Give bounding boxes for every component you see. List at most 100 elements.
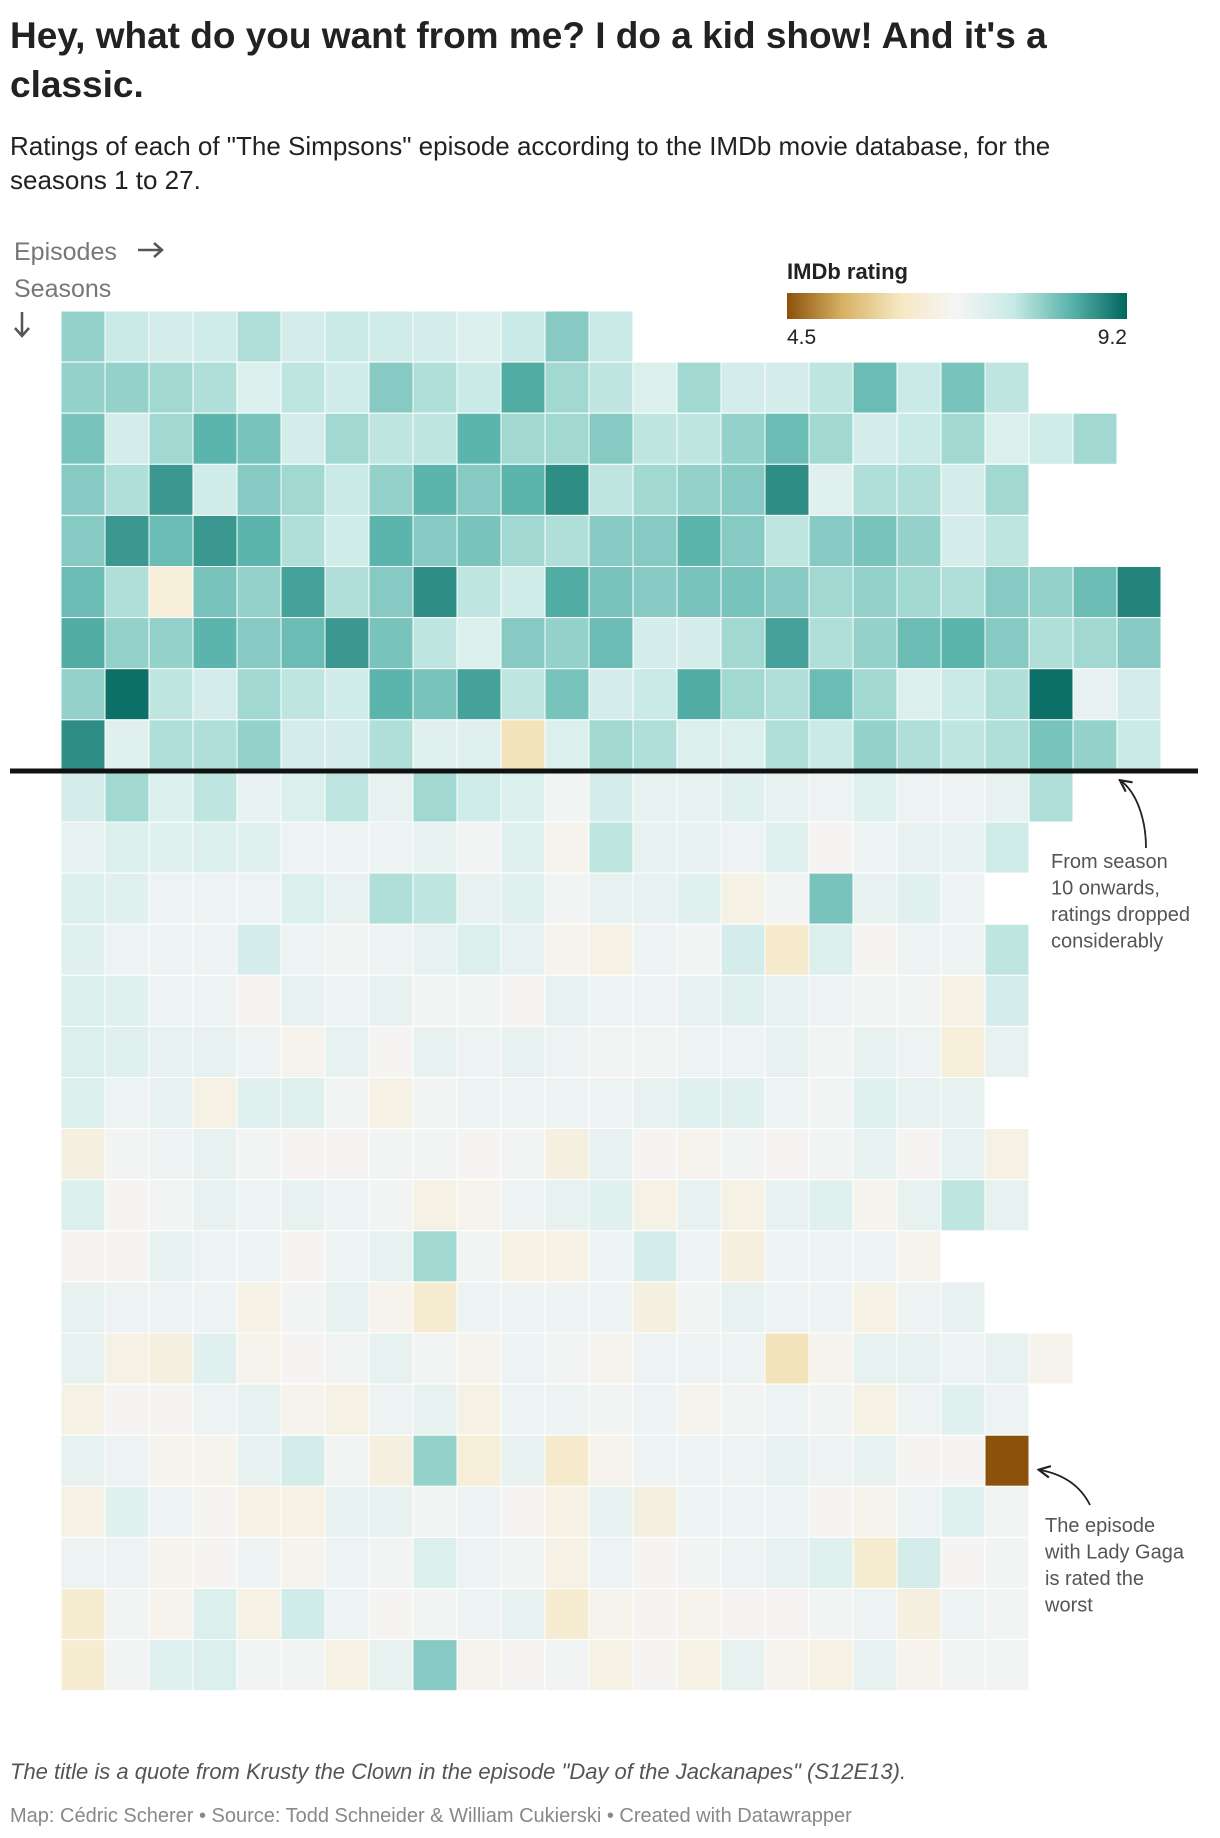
cell — [764, 514, 810, 568]
cell — [984, 1383, 1030, 1436]
cell — [588, 872, 634, 925]
cell — [720, 1434, 766, 1487]
cell — [192, 1485, 238, 1538]
cell — [940, 463, 986, 516]
cell — [632, 514, 678, 568]
cell — [588, 463, 634, 516]
cell — [148, 1332, 194, 1385]
cell — [940, 1128, 986, 1181]
cell — [1072, 617, 1118, 670]
cell — [500, 361, 546, 414]
cell — [280, 872, 326, 925]
cell — [148, 668, 194, 721]
cell — [544, 770, 590, 823]
cell — [60, 668, 106, 721]
cell — [236, 1434, 282, 1487]
cell — [280, 566, 326, 619]
cell — [148, 1281, 194, 1334]
annotation-text: is rated the — [1045, 1568, 1144, 1590]
annotations: From season 10 onwards, ratings dropped con… — [1044, 851, 1190, 1617]
cell — [324, 821, 370, 874]
cell — [984, 1025, 1030, 1079]
cell — [324, 1179, 370, 1232]
cell — [896, 1536, 942, 1590]
cell — [720, 617, 766, 670]
cell — [148, 1434, 194, 1487]
cell — [60, 1434, 106, 1487]
cell — [456, 1077, 502, 1130]
cell — [984, 1332, 1030, 1385]
cell — [368, 1025, 414, 1079]
cell — [896, 821, 942, 874]
cell — [192, 1434, 238, 1487]
cell — [456, 1434, 502, 1487]
cell — [896, 361, 942, 414]
cell — [852, 1281, 898, 1334]
cell — [148, 1179, 194, 1232]
cell — [324, 1230, 370, 1283]
cell — [280, 770, 326, 823]
cell — [60, 719, 106, 772]
annotation-text: with Lady Gaga — [1044, 1542, 1185, 1564]
cell — [588, 412, 634, 465]
cell — [764, 1383, 810, 1436]
cell — [412, 821, 458, 874]
x-arrow — [138, 242, 164, 258]
cell — [368, 1434, 414, 1487]
chart-subtitle: Ratings of each of "The Simpsons" episod… — [10, 131, 1050, 161]
cell — [192, 1230, 238, 1283]
cell — [720, 566, 766, 619]
cell — [676, 770, 722, 823]
cell — [192, 361, 238, 414]
annotation-text: From season — [1051, 851, 1168, 873]
cell — [588, 1383, 634, 1436]
annotation-text: 10 onwards, — [1051, 878, 1160, 900]
cell — [808, 821, 854, 874]
cell — [500, 1128, 546, 1181]
cell — [720, 514, 766, 568]
cell — [632, 566, 678, 619]
cell — [676, 1128, 722, 1181]
cell — [104, 923, 150, 976]
cell — [852, 412, 898, 465]
cell — [984, 770, 1030, 823]
cell — [280, 719, 326, 772]
cell — [412, 668, 458, 721]
cell — [104, 1639, 150, 1692]
cell — [896, 463, 942, 516]
cell — [280, 1536, 326, 1590]
cell — [544, 974, 590, 1027]
cell — [852, 1128, 898, 1181]
cell — [632, 1332, 678, 1385]
cell — [720, 668, 766, 721]
cell — [720, 412, 766, 465]
cell — [104, 1485, 150, 1538]
cell — [808, 1230, 854, 1283]
cell — [808, 770, 854, 823]
legend-gradient — [787, 293, 1127, 319]
cell — [236, 770, 282, 823]
note: The title is a quote from Krusty the Clo… — [10, 1759, 906, 1784]
cell — [896, 668, 942, 721]
cell — [324, 463, 370, 516]
cell — [544, 923, 590, 976]
cell — [192, 1383, 238, 1436]
cell — [148, 1025, 194, 1079]
cell — [192, 923, 238, 976]
cell — [236, 974, 282, 1027]
cell — [896, 412, 942, 465]
cell — [808, 1128, 854, 1181]
cell — [896, 872, 942, 925]
cell — [984, 923, 1030, 976]
cell — [588, 1536, 634, 1590]
cell — [544, 668, 590, 721]
cell — [368, 412, 414, 465]
cell — [632, 770, 678, 823]
cell — [104, 412, 150, 465]
legend-min: 4.5 — [787, 326, 816, 349]
cell — [368, 361, 414, 414]
cell — [676, 566, 722, 619]
cell — [632, 412, 678, 465]
heatmap — [60, 310, 1162, 1692]
cell — [148, 974, 194, 1027]
